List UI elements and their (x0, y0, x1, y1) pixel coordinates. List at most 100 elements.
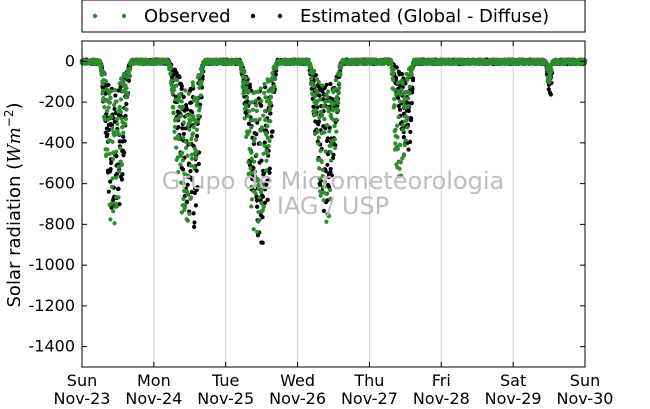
observed-point (263, 168, 269, 173)
observed-point (253, 117, 258, 123)
observed-point (336, 90, 341, 95)
observed-point (121, 130, 126, 135)
observed-point (122, 121, 128, 126)
observed-point (317, 176, 322, 181)
observed-point (116, 164, 121, 169)
observed-point (242, 116, 247, 121)
observed-point (102, 117, 107, 122)
estimated-point (195, 185, 200, 190)
estimated-point (324, 82, 329, 87)
observed-point (108, 95, 113, 100)
y-tick-label: -1400 (29, 337, 76, 356)
estimated-point (113, 93, 118, 98)
observed-point (338, 72, 343, 77)
estimated-point (406, 147, 411, 152)
watermark-line-1: Grupo de Micrometeorologia (162, 167, 504, 195)
observed-point (248, 150, 254, 155)
observed-point (252, 136, 257, 141)
observed-point (405, 77, 410, 82)
observed-point (100, 88, 106, 93)
observed-point (395, 123, 400, 128)
observed-point (331, 117, 336, 122)
observed-point (170, 91, 175, 96)
observed-point (318, 109, 324, 114)
observed-point (176, 136, 181, 142)
observed-point (261, 151, 266, 156)
observed-point (117, 169, 122, 174)
observed-point (320, 113, 325, 118)
observed-point (174, 145, 179, 150)
observed-point (322, 130, 327, 135)
observed-point (197, 85, 202, 90)
observed-point (320, 83, 325, 88)
observed-point (104, 152, 109, 157)
legend-marker-estimated (277, 13, 283, 19)
observed-point (267, 138, 272, 144)
observed-point (264, 132, 269, 137)
observed-point (249, 204, 254, 209)
observed-point (246, 113, 251, 119)
observed-point (183, 145, 189, 151)
estimated-point (126, 78, 131, 83)
observed-point (107, 151, 112, 156)
y-tick-label: -1200 (29, 296, 76, 315)
estimated-point (327, 125, 332, 130)
observed-point (324, 219, 329, 224)
observed-point (313, 94, 318, 99)
observed-point (329, 158, 334, 163)
x-tick-label-date: Nov-24 (125, 389, 182, 408)
observed-point (256, 209, 261, 215)
observed-point (404, 125, 410, 130)
observed-point (189, 156, 194, 161)
observed-point (337, 86, 342, 91)
observed-point (253, 191, 258, 196)
estimated-point (325, 162, 330, 167)
watermark-line-2: IAG / USP (277, 192, 389, 220)
observed-point (266, 143, 271, 149)
estimated-point (408, 129, 413, 134)
observed-point (239, 62, 245, 67)
observed-point (316, 141, 321, 146)
estimated-point (262, 140, 267, 145)
estimated-point (181, 131, 186, 137)
observed-point (397, 166, 402, 171)
x-tick-label-date: Nov-26 (269, 389, 326, 408)
observed-point (547, 79, 552, 84)
observed-point (128, 66, 133, 71)
observed-point (182, 171, 187, 176)
estimated-point (122, 138, 127, 144)
observed-point (333, 77, 338, 82)
observed-point (114, 149, 119, 154)
observed-point (192, 117, 197, 122)
x-axis: SunNov-23MonNov-24TueNov-25WedNov-26ThuN… (54, 41, 613, 408)
observed-point (179, 99, 184, 104)
observed-point (328, 150, 333, 155)
observed-point (406, 96, 411, 101)
estimated-point (548, 92, 553, 97)
observed-point (328, 143, 334, 148)
observed-point (328, 112, 333, 118)
observed-point (117, 106, 122, 111)
observed-point (321, 198, 326, 203)
estimated-point (317, 93, 322, 98)
observed-point (109, 184, 115, 190)
observed-point (112, 221, 117, 226)
observed-point (311, 82, 316, 88)
observed-point (178, 162, 183, 167)
estimated-point (180, 167, 186, 172)
observed-point (259, 201, 264, 206)
observed-point (257, 195, 262, 200)
observed-point (256, 183, 261, 188)
observed-point (116, 195, 121, 200)
estimated-point (193, 203, 198, 208)
observed-point (190, 80, 195, 85)
observed-point (312, 131, 318, 136)
estimated-point (106, 189, 111, 194)
observed-point (393, 127, 398, 132)
observed-point (325, 94, 330, 99)
observed-point (242, 70, 247, 75)
observed-point (244, 104, 249, 109)
observed-point (407, 90, 412, 95)
observed-point (121, 71, 127, 76)
